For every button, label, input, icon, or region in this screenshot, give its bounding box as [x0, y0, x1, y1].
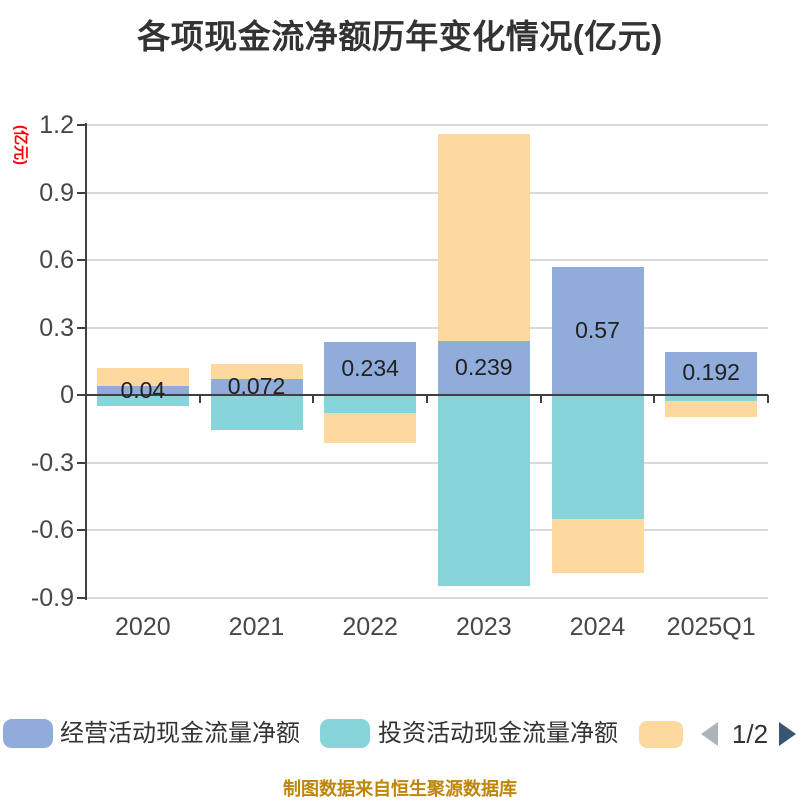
bar-segment-2023-series2: [437, 395, 530, 587]
bar-segment-2020-series2: [96, 395, 189, 407]
y-tick-label-0.6: 0.6: [39, 246, 74, 274]
y-tick-0.3: [77, 326, 86, 329]
bar-value-label-2022: 0.234: [341, 354, 399, 381]
bar-segment-2024-series2: [551, 395, 644, 519]
gridline-y--0.6: [86, 529, 768, 531]
y-tick-label-0.3: 0.3: [39, 313, 74, 342]
x-category-label-2021: 2021: [228, 613, 285, 641]
data-source-footer: 制图数据来自恒生聚源数据库: [283, 779, 517, 799]
legend-label-investing[interactable]: 投资活动现金流量净额: [378, 720, 618, 747]
legend-swatch-third-series[interactable]: [639, 721, 683, 748]
bar-segment-2021-series3: [210, 364, 303, 379]
y-tick-label--0.9: -0.9: [30, 583, 74, 612]
bar-segment-2021-series1: [210, 378, 303, 395]
legend-next-page-icon[interactable]: [779, 722, 796, 746]
x-tick-4: [539, 395, 542, 403]
x-category-label-2023: 2023: [456, 613, 512, 641]
bar-segment-2022-series3: [324, 413, 417, 443]
bar-value-label-2023: 0.239: [455, 354, 513, 381]
chart-legend: 经营活动现金流量净额 投资活动现金流量净额 1/2: [0, 718, 800, 750]
legend-label-operating[interactable]: 经营活动现金流量净额: [60, 720, 300, 747]
y-tick-1.2: [77, 124, 86, 126]
y-tick-label--0.3: -0.3: [30, 448, 74, 477]
bar-segment-2022-series2: [324, 395, 417, 414]
gridline-y-0.6: [86, 259, 768, 261]
y-tick-0.6: [77, 259, 86, 261]
y-axis-line: [85, 123, 87, 600]
legend-swatch-investing[interactable]: [320, 719, 370, 748]
x-tick-3: [426, 395, 428, 403]
y-tick-label-1.2: 1.2: [39, 111, 74, 139]
x-tick-2: [312, 395, 315, 403]
bar-segment-2021-series2: [210, 395, 303, 431]
y-tick-label-0.9: 0.9: [39, 178, 74, 207]
x-tick-1: [198, 395, 201, 403]
x-tick-5: [653, 395, 656, 403]
x-category-label-2025Q1: 2025Q1: [666, 613, 756, 641]
x-category-label-2022: 2022: [342, 613, 398, 641]
bar-segment-2025Q1-series1: [665, 351, 758, 395]
bar-segment-2024-series1: [551, 266, 644, 395]
y-tick-label-0: 0: [60, 381, 74, 409]
gridline-y-0.9: [86, 191, 768, 194]
bar-segment-2023-series3: [437, 134, 530, 342]
y-tick-0: [77, 394, 86, 396]
bar-value-label-2021: 0.072: [227, 372, 286, 399]
x-category-label-2024: 2024: [569, 613, 626, 641]
legend-swatch-operating[interactable]: [3, 719, 53, 748]
legend-prev-page-icon[interactable]: [701, 722, 718, 746]
gridline-y--0.9: [86, 596, 768, 599]
gridline-y--0.3: [86, 461, 768, 464]
bar-segment-2023-series1: [437, 341, 530, 395]
bar-segment-2020-series3: [96, 368, 189, 386]
legend-page-indicator: 1/2: [731, 719, 769, 749]
bar-value-label-2020: 0.04: [120, 376, 166, 403]
bar-segment-2022-series1: [324, 342, 417, 395]
bar-value-label-2025Q1: 0.192: [682, 359, 740, 386]
gridline-y-0.3: [86, 326, 768, 329]
chart-title: 各项现金流净额历年变化情况(亿元): [137, 18, 663, 55]
bar-segment-2025Q1-series2: [665, 395, 758, 401]
y-tick-0.9: [77, 191, 86, 194]
bar-segment-2020-series1: [96, 386, 189, 395]
y-tick-label--0.6: -0.6: [30, 516, 74, 544]
y-tick--0.6: [77, 529, 86, 531]
gridline-y-1.2: [86, 124, 768, 126]
bar-segment-2024-series3: [551, 518, 644, 573]
y-tick--0.3: [77, 461, 86, 464]
y-tick--0.9: [77, 596, 86, 599]
x-category-label-2020: 2020: [115, 613, 171, 641]
x-tick-6: [767, 395, 769, 403]
bar-value-label-2024: 0.57: [575, 316, 620, 343]
bar-segment-2025Q1-series3: [665, 400, 758, 417]
